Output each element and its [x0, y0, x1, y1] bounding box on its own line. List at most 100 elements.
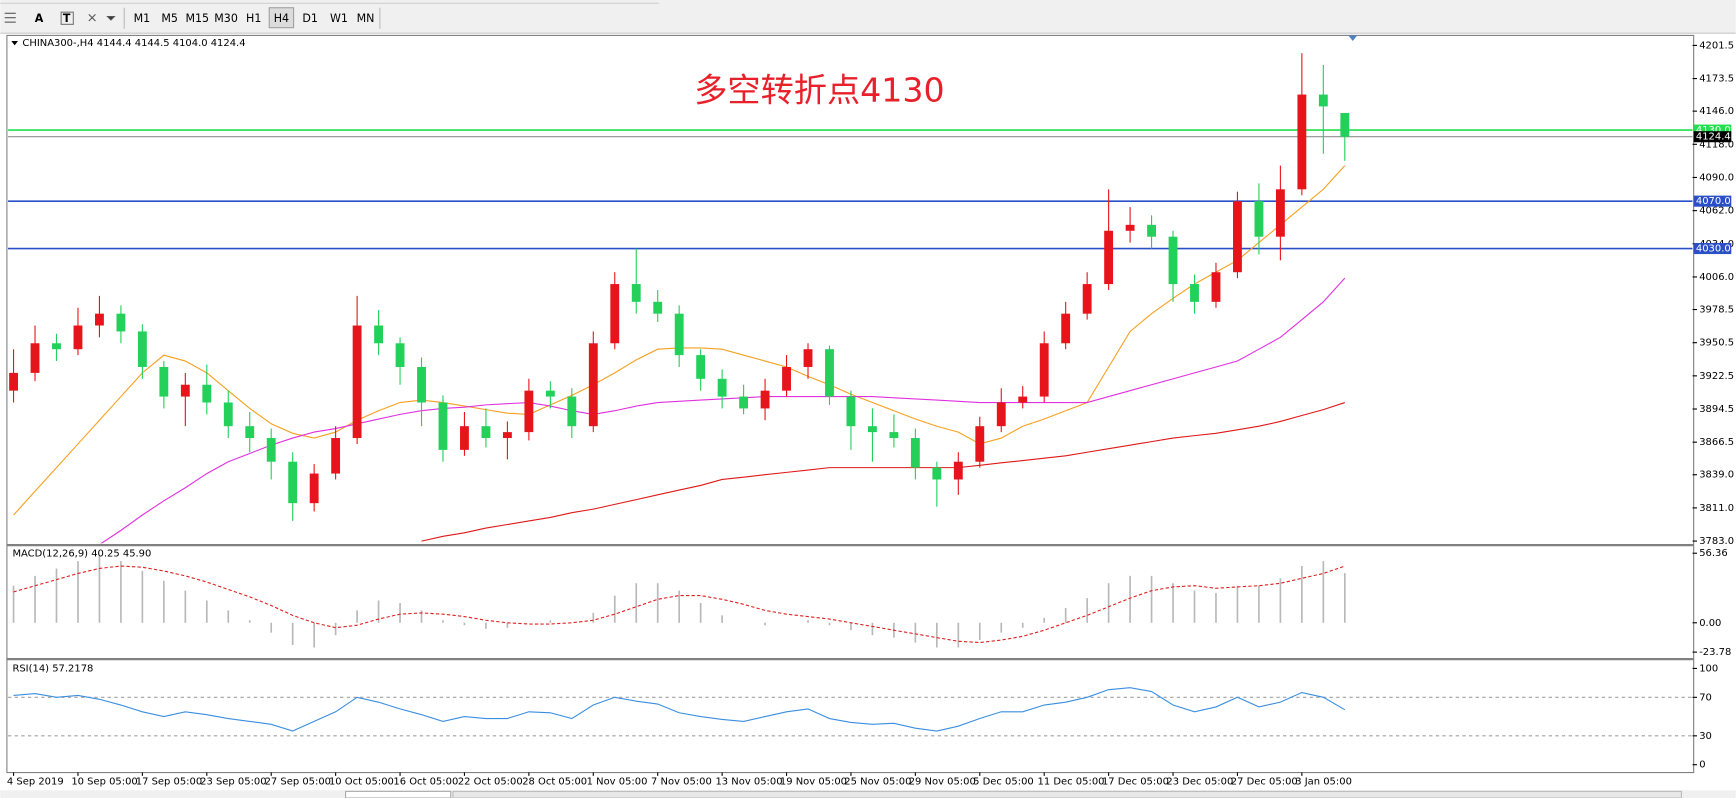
y-tick-label: 56.36	[1699, 548, 1728, 559]
candle-body	[1297, 94, 1307, 190]
candle-body	[1254, 201, 1264, 237]
y-tick-label: 3922.5	[1699, 371, 1734, 382]
candle-body	[52, 343, 61, 350]
timeframe-button[interactable]: M30	[214, 12, 238, 25]
candle-body	[1018, 396, 1028, 403]
candle-body	[1125, 224, 1135, 231]
level-label: 4070.0	[1696, 196, 1731, 207]
candle-body	[481, 426, 491, 439]
y-tick-label: 3950.5	[1699, 338, 1734, 349]
x-tick-label: 22 Oct 05:00	[458, 776, 523, 787]
x-tick-label: 4 Sep 2019	[7, 776, 64, 787]
y-tick-label: 4062.0	[1699, 206, 1734, 217]
y-tick-label: 100	[1699, 663, 1718, 674]
x-tick-label: 13 Nov 05:00	[715, 776, 782, 787]
annotation: 多空转折点4130	[694, 70, 944, 109]
candle-body	[159, 366, 169, 397]
timeframe-button[interactable]: W1	[330, 12, 348, 25]
candle-body	[180, 384, 190, 397]
candle-body	[1147, 224, 1156, 237]
candle-body	[245, 426, 255, 439]
y-tick-label: -23.78	[1699, 647, 1731, 658]
tab[interactable]	[345, 790, 452, 798]
plot: 4201.54173.54146.04118.04090.04062.04034…	[7, 38, 1734, 787]
y-tick-label: 3866.5	[1699, 437, 1734, 448]
x-tick-label: 1 Nov 05:00	[587, 776, 648, 787]
candle-body	[352, 325, 362, 439]
tool-button[interactable]: T	[63, 12, 71, 25]
candle-body	[73, 325, 83, 350]
candle-body	[975, 426, 985, 462]
scrollbar[interactable]	[452, 790, 1683, 798]
rsi-line	[13, 687, 1346, 732]
x-tick-label: 23 Sep 05:00	[200, 776, 266, 787]
x-tick-label: 19 Nov 05:00	[780, 776, 847, 787]
candle-body	[288, 461, 298, 504]
x-tick-label: 23 Dec 05:00	[1166, 776, 1233, 787]
candle-body	[910, 438, 920, 468]
timeframe-button[interactable]: H1	[246, 12, 261, 25]
candle-body	[717, 378, 727, 397]
toolbar-icons	[4, 7, 125, 29]
macd-panel	[12, 556, 1346, 648]
rsi-title: RSI(14) 57.2178	[12, 664, 93, 675]
candle-body	[266, 438, 276, 462]
timeframe-button[interactable]: H4	[274, 12, 289, 25]
x-tick-label: 11 Dec 05:00	[1038, 776, 1105, 787]
candle-body	[610, 284, 620, 344]
tool-button[interactable]: A	[35, 12, 44, 25]
candle-body	[116, 313, 126, 332]
candle-body	[739, 396, 749, 409]
candle-body	[9, 372, 18, 391]
price-label-bg	[1693, 131, 1732, 143]
macd-title: MACD(12,26,9) 40.25 45.90	[12, 548, 151, 559]
price-label: 4124.4	[1696, 132, 1731, 143]
level-label: 4130.0	[1696, 125, 1731, 136]
y-tick-label: 3978.5	[1699, 305, 1734, 316]
main-panel	[8, 53, 1693, 544]
candle-body	[1039, 343, 1049, 397]
moving-average	[421, 402, 1345, 542]
candle-body	[374, 325, 384, 344]
x-tick-label: 27 Dec 05:00	[1231, 776, 1298, 787]
candle-body	[460, 426, 469, 450]
candle-body	[782, 366, 791, 391]
candle-body	[395, 343, 405, 367]
timeframe-button[interactable]: D1	[302, 12, 318, 25]
timeframe-button[interactable]: M5	[161, 12, 178, 25]
candle-body	[545, 390, 555, 397]
timeframe-button[interactable]: M1	[134, 12, 151, 25]
candle-body	[30, 343, 40, 373]
candle-body	[1318, 94, 1328, 107]
x-tick-label: 7 Nov 05:00	[651, 776, 712, 787]
candle-body	[95, 313, 104, 326]
level-label-bg	[1693, 242, 1732, 255]
candle-body	[932, 467, 942, 480]
candle-body	[309, 473, 319, 504]
y-tick-label: 70	[1699, 692, 1712, 703]
y-tick-label: 4090.0	[1699, 172, 1734, 183]
candle-body	[1082, 284, 1092, 314]
candle-body	[223, 402, 233, 427]
candle-body	[331, 438, 341, 474]
candle-body	[588, 343, 598, 427]
y-tick-label: 0.00	[1699, 618, 1721, 629]
candle-body	[1168, 236, 1178, 285]
y-tick-label: 3783.0	[1699, 536, 1734, 547]
candle-body	[438, 402, 448, 450]
y-tick-label: 3811.0	[1699, 503, 1734, 514]
timeframe-button[interactable]: MN	[357, 12, 375, 25]
candle-body	[1190, 284, 1199, 302]
y-tick-label: 0	[1699, 760, 1705, 771]
candle-body	[846, 396, 856, 427]
x-tick-label: 10 Oct 05:00	[329, 776, 394, 787]
timeframe-button[interactable]: M15	[185, 12, 209, 25]
candle-body	[996, 402, 1006, 427]
candle-body	[1233, 201, 1242, 273]
candle-body	[202, 384, 212, 403]
shift-marker	[1348, 35, 1358, 41]
candle-body	[653, 301, 663, 314]
candle-body	[1061, 313, 1071, 344]
y-tick-label: 3839.0	[1699, 470, 1734, 481]
candle-body	[1211, 272, 1221, 302]
